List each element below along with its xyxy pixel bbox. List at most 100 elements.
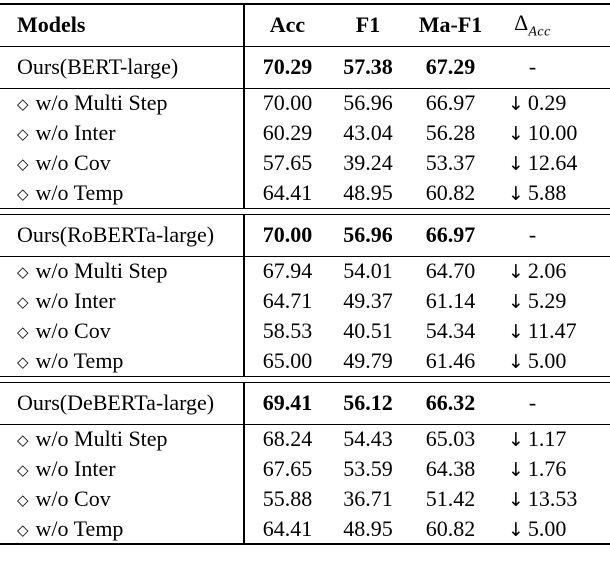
delta-value: 5.00 [527,347,567,373]
ma-f1-value: 53.37 [425,150,476,175]
f1-value: 56.12 [330,382,406,425]
delta-value: 0.29 [527,90,567,116]
ablation-name: ◇ w/o Multi Step [0,424,244,454]
ma-f1-value: 61.46 [425,347,476,373]
f1-value: 54.01 [343,258,393,284]
delta-cell: ↓ 1.17 [495,424,610,454]
down-arrow-icon: ↓ [508,321,524,343]
down-arrow-icon: ↓ [508,182,524,205]
model-row-deberta: Ours(DeBERTa-large) 69.41 56.12 66.32 - [0,382,610,425]
ma-f1-value: 64.38 [425,456,476,481]
f1-value: 43.04 [343,120,393,145]
diamond-icon: ◇ [17,125,29,143]
delta-cell: ↓ 5.00 [495,346,610,376]
ma-f1-value: 65.03 [425,426,476,452]
acc-value: 70.00 [243,88,330,118]
ablation-row: ◇ w/o Inter 64.71 49.37 61.14 ↓ 5.29 [0,286,610,316]
delta-cell: ↓ 13.53 [495,484,610,514]
ma-f1-value: 67.29 [406,46,495,89]
f1-value: 53.59 [343,456,393,481]
f1-value: 56.96 [343,90,393,116]
delta-cell: ↓ 5.88 [495,178,610,208]
section-deberta-large: Ours(DeBERTa-large) 69.41 56.12 66.32 - … [0,382,610,544]
model-name: Ours(DeBERTa-large) [0,382,244,425]
ma-f1-value: 60.82 [425,179,476,205]
delta-value: 13.53 [527,486,578,511]
ablation-label: w/o Temp [35,347,124,373]
down-arrow-icon: ↓ [508,459,524,481]
ma-f1-value: 54.34 [425,318,476,343]
ablation-name: ◇ w/o Temp [0,178,244,208]
f1-value: 36.71 [343,486,393,511]
f1-value: 49.37 [343,288,393,313]
ablation-name: ◇ w/o Cov [0,316,244,346]
col-header-maf1: Ma-F1 [406,4,495,47]
diamond-icon: ◇ [17,352,29,371]
col-header-models: Models [0,4,244,47]
acc-value: 65.00 [243,346,330,376]
delta-symbol: Δ [514,10,529,36]
acc-value: 57.65 [243,148,330,178]
acc-value: 70.00 [243,214,330,257]
header-row: Models Acc F1 Ma-F1 ΔAcc [0,4,610,47]
diamond-icon: ◇ [17,491,29,509]
ablation-row: ◇ w/o Multi Step 70.00 56.96 66.97 ↓ 0.29 [0,88,610,118]
diamond-icon: ◇ [17,184,29,203]
delta-cell: ↓ 5.29 [495,286,610,316]
ablation-row: ◇ w/o Temp 64.41 48.95 60.82 ↓ 5.00 [0,514,610,544]
delta-value: - [495,382,610,425]
ablation-row: ◇ w/o Inter 60.29 43.04 56.28 ↓ 10.00 [0,118,610,148]
delta-value: 5.00 [527,515,567,541]
acc-value: 64.41 [243,514,330,544]
col-header-acc: Acc [243,4,330,47]
delta-cell: ↓ 1.76 [495,454,610,484]
down-arrow-icon: ↓ [508,518,524,541]
ablation-name: ◇ w/o Cov [0,484,244,514]
diamond-icon: ◇ [17,520,29,539]
f1-value: 56.96 [330,214,406,257]
ablation-name: ◇ w/o Temp [0,346,244,376]
f1-value: 49.79 [343,347,393,373]
section-bert-large: Ours(BERT-large) 70.29 57.38 67.29 - ◇ w/… [0,46,610,208]
delta-value: 2.06 [527,258,567,284]
ablation-name: ◇ w/o Multi Step [0,256,244,286]
f1-value: 57.38 [330,46,406,89]
ablation-name: ◇ w/o Inter [0,118,244,148]
ablation-name: ◇ w/o Multi Step [0,88,244,118]
ablation-label: w/o Multi Step [35,90,168,116]
ablation-row: ◇ w/o Cov 55.88 36.71 51.42 ↓ 13.53 [0,484,610,514]
delta-cell: ↓ 2.06 [495,256,610,286]
section-separator [0,375,610,383]
ablation-row: ◇ w/o Multi Step 67.94 54.01 64.70 ↓ 2.06 [0,256,610,286]
ma-f1-value: 66.97 [406,214,495,257]
ma-f1-value: 66.32 [406,382,495,425]
acc-value: 64.71 [243,286,330,316]
down-arrow-icon: ↓ [508,153,524,175]
ablation-label: w/o Multi Step [35,258,168,284]
ablation-label: w/o Cov [35,318,111,343]
acc-value: 67.65 [243,454,330,484]
acc-value: 69.41 [243,382,330,425]
down-arrow-icon: ↓ [508,291,524,313]
acc-value: 64.41 [243,178,330,208]
ablation-row: ◇ w/o Cov 58.53 40.51 54.34 ↓ 11.47 [0,316,610,346]
ma-f1-value: 66.97 [425,90,476,116]
acc-value: 60.29 [243,118,330,148]
f1-value: 40.51 [343,318,393,343]
acc-value: 70.29 [243,46,330,89]
ablation-label: w/o Inter [35,288,116,313]
f1-value: 48.95 [343,179,393,205]
ablation-row: ◇ w/o Cov 57.65 39.24 53.37 ↓ 12.64 [0,148,610,178]
col-header-delta-acc: ΔAcc [495,4,610,47]
ablation-label: w/o Cov [35,150,111,175]
ma-f1-value: 60.82 [425,515,476,541]
ablation-label: w/o Inter [35,456,116,481]
ablation-name: ◇ w/o Inter [0,286,244,316]
delta-value: - [495,214,610,257]
ablation-name: ◇ w/o Temp [0,514,244,544]
delta-value: 5.29 [527,288,567,313]
delta-cell: ↓ 11.47 [495,316,610,346]
diamond-icon: ◇ [17,323,29,341]
acc-value: 68.24 [243,424,330,454]
